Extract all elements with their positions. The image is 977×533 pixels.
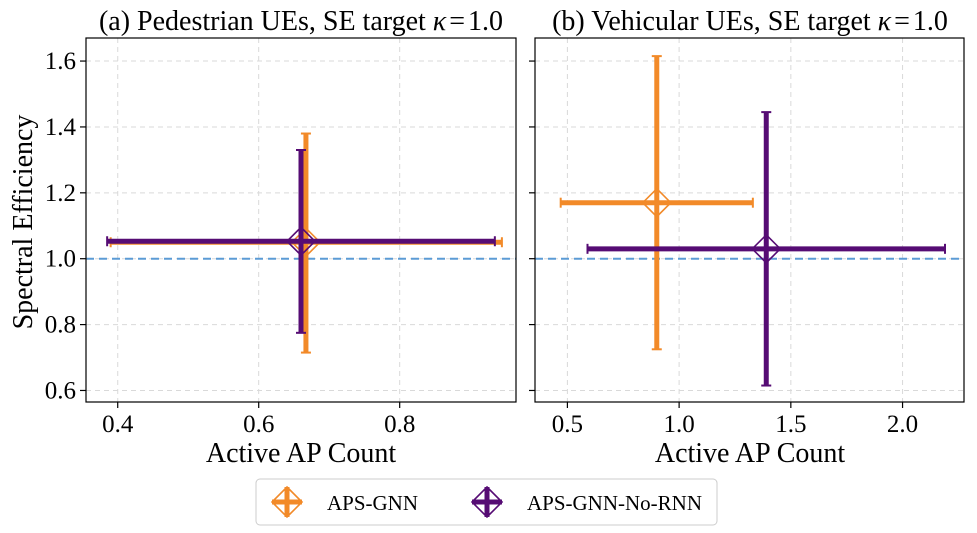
xtick-label-a-0: 0.4 <box>102 411 134 438</box>
panel-a: 0.4 0.6 0.8 0.6 0.8 1.0 1.2 1.4 1.6 (a) Pedestri… <box>8 6 517 469</box>
series-aps-gnn-no-rnn-b <box>586 111 947 387</box>
legend-marker-aps-gnn-no-rnn <box>470 485 504 519</box>
grid-b <box>535 38 964 402</box>
point-marker-aps-gnn-no-rnn-a <box>285 226 317 257</box>
series-aps-gnn-b <box>559 55 754 351</box>
panel-b-xlabel: Active AP Count <box>655 438 846 469</box>
xtick-label-a-1: 0.6 <box>243 411 274 438</box>
series-a <box>106 132 503 354</box>
axes-frame-b <box>534 37 965 403</box>
panel-b-title-eq: = <box>894 6 910 37</box>
ytick-label-a-4: 1.4 <box>45 114 77 141</box>
ytick-label-a-2: 1.0 <box>45 246 76 273</box>
panel-a-title: (a) Pedestrian UEs, SE target κ = 1.0 <box>99 6 503 37</box>
legend-diamond-aps-gnn <box>270 485 304 519</box>
legend: APS-GNN APS-GNN-No-RNN <box>255 478 718 526</box>
ticks-b: 0.5 1.0 1.5 2.0 <box>529 60 918 438</box>
point-marker-aps-gnn-no-rnn-b <box>751 233 782 264</box>
ticks-a: 0.4 0.6 0.8 0.6 0.8 1.0 1.2 1.4 1.6 <box>45 48 416 438</box>
panel-a-title-kappa: κ <box>433 6 447 37</box>
panel-a-title-prefix: (a) Pedestrian UEs, SE target <box>99 6 433 37</box>
panel-a-title-value: 1.0 <box>468 6 503 37</box>
panel-b-title: (b) Vehicular UEs, SE target κ = 1.0 <box>552 6 948 37</box>
axes-frame-a <box>85 37 517 403</box>
xtick-label-a-2: 0.8 <box>384 411 415 438</box>
ytick-label-a-5: 1.6 <box>45 48 76 75</box>
panel-b-title-kappa: κ <box>878 6 892 37</box>
point-marker-aps-gnn-no-rnn-b-diamond <box>751 233 782 264</box>
grid-a <box>86 38 516 402</box>
panel-b-title-value: 1.0 <box>913 6 948 37</box>
panel-b-title-prefix: (b) Vehicular UEs, SE target <box>552 6 878 37</box>
point-marker-aps-gnn-b-diamond <box>641 187 672 218</box>
panel-a-xlabel: Active AP Count <box>206 438 397 469</box>
panel-a-title-eq: = <box>449 6 465 37</box>
ytick-label-a-1: 0.8 <box>45 312 76 339</box>
legend-label-aps-gnn: APS-GNN <box>327 491 418 515</box>
ytick-label-a-0: 0.6 <box>45 377 76 404</box>
xtick-label-b-3: 2.0 <box>887 411 918 438</box>
panel-b: 0.5 1.0 1.5 2.0 (b) Vehicular UEs, SE targe… <box>529 6 965 469</box>
ytick-label-a-3: 1.2 <box>45 180 76 207</box>
legend-diamond-aps-gnn-no-rnn <box>470 485 504 519</box>
series-aps-gnn-no-rnn-a <box>106 149 496 334</box>
series-b <box>559 55 947 387</box>
xtick-label-b-1: 1.0 <box>663 411 694 438</box>
xtick-label-b-2: 1.5 <box>775 411 806 438</box>
point-marker-aps-gnn-b <box>641 187 672 218</box>
legend-label-aps-gnn-no-rnn: APS-GNN-No-RNN <box>527 491 702 515</box>
legend-marker-aps-gnn <box>270 485 304 519</box>
panel-a-ylabel: Spectral Efficiency <box>8 115 39 330</box>
xtick-label-b-0: 0.5 <box>552 411 583 438</box>
